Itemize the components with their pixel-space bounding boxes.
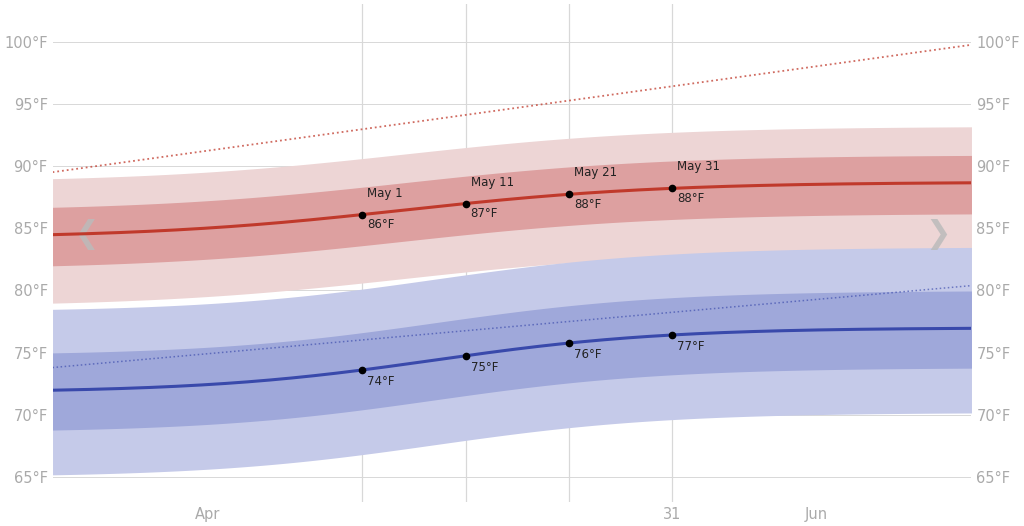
Text: ❯: ❯ (926, 219, 951, 250)
Text: 77°F: 77°F (677, 340, 705, 353)
Text: May 11: May 11 (471, 176, 514, 189)
Text: 88°F: 88°F (573, 198, 601, 211)
Text: 86°F: 86°F (368, 218, 395, 231)
Text: May 21: May 21 (573, 166, 617, 179)
Text: 76°F: 76°F (573, 348, 601, 361)
Text: May 31: May 31 (677, 160, 720, 174)
Text: May 1: May 1 (368, 187, 403, 200)
Text: 88°F: 88°F (677, 192, 705, 205)
Text: 75°F: 75°F (471, 361, 498, 374)
Text: 87°F: 87°F (471, 207, 498, 220)
Text: ❮: ❮ (73, 219, 98, 250)
Text: 74°F: 74°F (368, 375, 395, 388)
